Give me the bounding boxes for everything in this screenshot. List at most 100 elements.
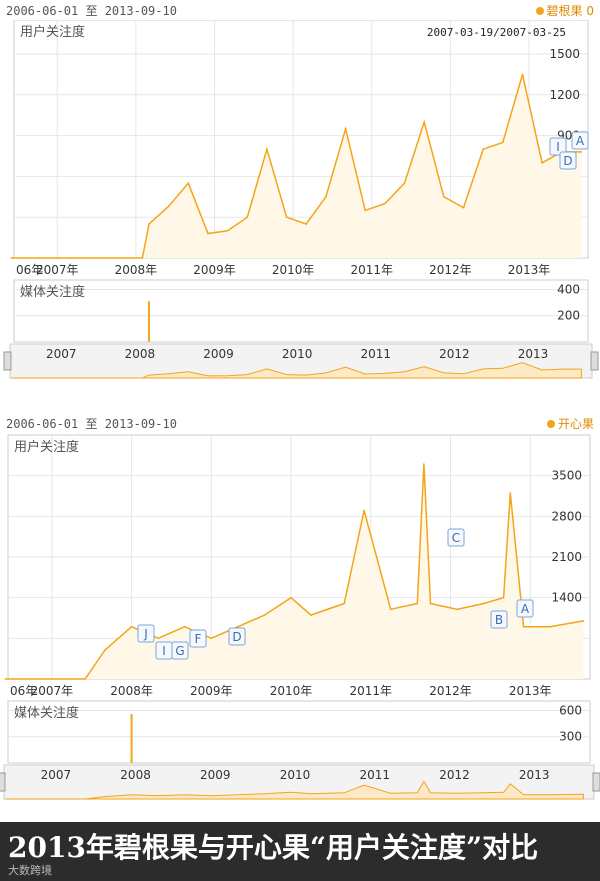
x-tick-label: 2007年 — [36, 263, 79, 277]
data-point — [429, 602, 432, 605]
navigator-left-handle — [0, 772, 6, 792]
data-point — [246, 216, 249, 218]
data-point — [4, 678, 7, 680]
y-tick-label: 1500 — [549, 47, 580, 61]
top-chart-svg[interactable]: 30060090012001500用户关注度2007-03-19/2007-03… — [0, 20, 600, 405]
data-point — [310, 614, 312, 616]
caption-bar: 2013年碧根果与开心果“用户关注度”对比 大数跨境 — [0, 822, 600, 881]
data-point — [187, 182, 190, 184]
bottom-series-name: 开心果 — [557, 417, 594, 431]
y-tick-label: 2800 — [551, 509, 582, 523]
data-point — [522, 625, 525, 628]
x-tick-label: 2009年 — [190, 684, 233, 698]
x-tick-label: 2011年 — [350, 263, 393, 277]
y-tick-label: 2100 — [551, 550, 582, 564]
annotation-tag — [447, 528, 465, 547]
data-point — [285, 216, 288, 218]
data-point — [141, 257, 144, 259]
top-legend[interactable]: 碧根果 0 — [535, 2, 594, 19]
data-point — [305, 223, 308, 225]
data-point — [363, 509, 365, 512]
bottom-legend[interactable]: 开心果 — [546, 415, 594, 432]
data-point — [549, 625, 551, 628]
media-y-tick-label: 400 — [557, 282, 580, 296]
annotation-letter: G — [175, 644, 184, 658]
annotation-tag — [490, 610, 508, 629]
data-point — [148, 223, 150, 225]
navigator-area — [5, 780, 584, 800]
data-point — [343, 602, 346, 605]
navigator-left-handle — [3, 351, 12, 371]
x-tick-label: 2010年 — [272, 263, 315, 277]
caption-title: 2013年碧根果与开心果“用户关注度”对比 — [8, 831, 539, 864]
navigator-year-label: 2011 — [360, 347, 391, 361]
data-point — [266, 148, 268, 150]
data-point — [237, 625, 239, 628]
y-tick-label: 3500 — [551, 469, 582, 483]
navigator-year-label: 2012 — [439, 347, 470, 361]
media-plot-frame — [13, 279, 589, 343]
navigator-year-label: 2009 — [203, 347, 234, 361]
annotation-tag — [516, 599, 534, 618]
annotation-letter: D — [232, 630, 241, 644]
top-chart-header: 2006-06-01 至 2013-09-10 碧根果 0 — [0, 0, 600, 20]
legend-dot-icon — [535, 7, 544, 15]
y-tick-label: 1200 — [549, 88, 580, 102]
data-point — [210, 637, 213, 640]
x-tick-label: 06年 — [16, 263, 43, 277]
x-tick-label: 2011年 — [349, 684, 392, 698]
data-point — [89, 257, 91, 259]
hover-range-label: 2007-03-19/2007-03-25 — [427, 26, 566, 39]
x-tick-label: 2013年 — [509, 684, 552, 698]
navigator-year-label: 2007 — [46, 347, 77, 361]
navigator-area — [11, 362, 582, 379]
annotation-tag — [137, 624, 155, 643]
data-point — [104, 649, 106, 651]
annotation-letter: B — [495, 613, 503, 627]
x-tick-label: 2012年 — [429, 684, 472, 698]
data-point — [157, 637, 159, 640]
annotation-tag — [571, 131, 589, 150]
navigator-year-label: 2010 — [282, 347, 313, 361]
annotation-tag — [559, 151, 577, 170]
data-point — [364, 209, 367, 212]
top-date-range: 2006-06-01 至 2013-09-10 — [6, 4, 177, 18]
data-point — [263, 614, 266, 616]
navigator-year-label: 2008 — [120, 768, 151, 782]
annotation-tag — [189, 629, 207, 648]
annotation-tag — [228, 627, 246, 646]
watermark: 大数跨境 — [8, 864, 52, 877]
data-point — [443, 196, 445, 198]
data-point — [226, 230, 229, 232]
data-point — [502, 596, 505, 599]
data-point — [183, 625, 186, 628]
x-tick-label: 2010年 — [270, 684, 313, 698]
main-series-label: 用户关注度 — [20, 24, 85, 40]
navigator-year-label: 2008 — [125, 347, 156, 361]
annotation-letter: A — [576, 134, 585, 148]
data-point — [482, 148, 485, 150]
main-series-label: 用户关注度 — [14, 439, 79, 455]
top-series-name: 碧根果 — [546, 4, 583, 18]
navigator-year-label: 2012 — [439, 768, 470, 782]
data-point — [290, 596, 292, 599]
annotation-letter: C — [452, 531, 460, 545]
data-point — [384, 202, 386, 205]
series-line — [11, 74, 582, 259]
data-point — [10, 257, 13, 259]
data-point — [344, 128, 347, 130]
annotation-tag — [549, 137, 567, 156]
annotation-letter: F — [195, 632, 202, 646]
data-point — [580, 151, 583, 153]
legend-dot-icon — [546, 420, 555, 428]
navigator-year-label: 2011 — [359, 768, 390, 782]
data-point — [389, 608, 392, 611]
x-tick-label: 2008年 — [115, 263, 158, 277]
bottom-chart-svg[interactable]: 7001400210028003500用户关注度06年2007年2008年200… — [0, 433, 600, 822]
data-point — [167, 205, 170, 208]
x-tick-label: 06年 — [10, 684, 37, 698]
x-tick-label: 2008年 — [110, 684, 153, 698]
annotation-letter: D — [563, 154, 572, 168]
navigator-right-handle — [592, 772, 600, 792]
y-tick-label: 1400 — [551, 591, 582, 605]
